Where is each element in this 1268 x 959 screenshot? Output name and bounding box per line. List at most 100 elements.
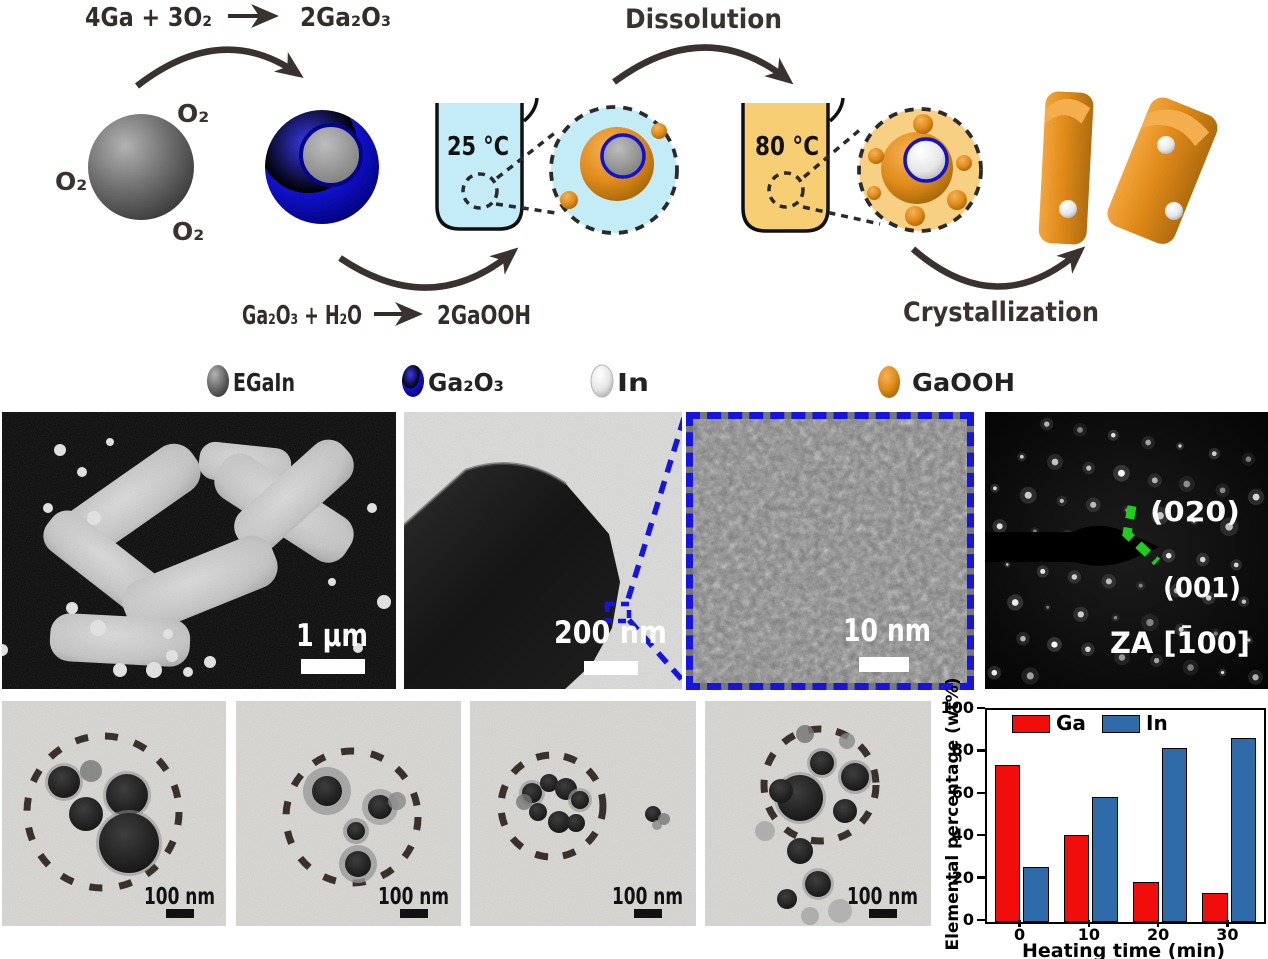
o2-label-bottom: O₂ <box>172 217 204 246</box>
y-tick-label: 60 <box>951 782 974 802</box>
nanoparticles <box>45 760 162 876</box>
reaction-scheme: 4Ga + 3O₂ 2Ga₂O₃ Dissolution Crystalliza… <box>55 3 1218 398</box>
scale-bar <box>869 909 897 918</box>
in-bead <box>1059 200 1077 218</box>
saed-plane-001-label: (001) <box>1163 571 1241 604</box>
equation-hydrolysis-rhs: 2GaOOH <box>437 301 531 331</box>
x-axis-tick <box>1087 920 1091 927</box>
nanoparticles <box>755 725 872 925</box>
y-axis-tick <box>977 791 985 794</box>
tem-scale-bar <box>584 661 638 675</box>
beam-stop <box>985 525 1159 566</box>
scale-bar <box>400 909 428 918</box>
elemental-percentage-chart: Elemental percentage (wt%) Heating time … <box>940 677 1268 959</box>
tem-scale-label: 200 nm <box>554 615 667 651</box>
hrtem-image-panel: 10 nm <box>686 412 974 690</box>
tem-timeseries-panel-3: 100 nm <box>470 701 696 926</box>
legend-label-ga: Ga <box>1056 711 1086 735</box>
legend-ga2o3-label: Ga₂O₃ <box>428 368 504 397</box>
cold-temp-label: 25 °C <box>447 132 509 162</box>
legend-egain-label: EGaIn <box>233 368 295 397</box>
tem-image-panel: 200 nm <box>404 412 682 689</box>
scale-bar <box>634 909 662 918</box>
egain-droplet <box>88 114 194 220</box>
tem-timeseries-panel-4: 100 nm <box>705 701 931 926</box>
tem-timeseries-panel-2: 100 nm <box>236 701 461 926</box>
bar-ga-20 <box>1133 881 1159 922</box>
legend-in-label: In <box>617 368 649 397</box>
crystallization-label: Crystallization <box>903 297 1099 328</box>
legend-swatch-in <box>1102 715 1140 733</box>
in-bead <box>1157 136 1175 154</box>
bar-in-20 <box>1161 748 1188 922</box>
tem-timeseries-panel-1: 100 nm <box>2 701 226 926</box>
hrtem-region-marker <box>604 417 682 684</box>
droplet-outline-circle <box>23 732 183 892</box>
saed-plane-020-label: (020) <box>1150 495 1240 528</box>
y-axis-tick <box>977 918 985 922</box>
bar-in-10 <box>1092 796 1118 922</box>
bar-ga-30 <box>1202 893 1228 922</box>
y-tick-label: 100 <box>940 698 974 717</box>
legend-ga2o3-icon <box>402 365 424 397</box>
x-axis-tick <box>1018 920 1021 927</box>
sem-scale-label: 1 µm <box>296 618 368 654</box>
legend-swatch-ga <box>1012 715 1050 733</box>
equation-oxidation-rhs: 2Ga₂O₃ <box>300 3 391 33</box>
nanoparticles <box>303 767 406 883</box>
beaker-25c: 25 °C <box>435 97 558 231</box>
y-axis-tick <box>977 834 985 837</box>
arrow-crystallization <box>910 246 1086 290</box>
x-tick-label: 20 <box>1146 925 1170 944</box>
droplet-outline-circle <box>282 747 422 887</box>
legend-gaooh-icon <box>878 366 900 398</box>
gaooh-rod-left <box>1038 91 1094 245</box>
ga2o3-shell-core <box>299 123 363 187</box>
tem-rod-tip <box>404 463 620 689</box>
dissolution-label: Dissolution <box>625 4 782 35</box>
equation-oxidation-lhs: 4Ga + 3O₂ <box>85 3 212 33</box>
o2-label-left: O₂ <box>55 167 87 196</box>
droplet-outline-circle <box>760 725 880 845</box>
scale-label: 100 nm <box>144 884 215 910</box>
scale-label: 100 nm <box>378 884 449 910</box>
equation-hydrolysis-lhs: Ga₂O₃ + H₂O <box>242 301 362 331</box>
x-tick-label: 0 <box>1014 925 1026 944</box>
y-tick-label: 80 <box>951 740 974 760</box>
legend-in-icon <box>590 364 614 398</box>
saed-pattern-panel: (020) (001) ZA [1̄00] <box>985 412 1268 689</box>
arrow-hydrolysis <box>338 247 519 291</box>
y-tick-label: 20 <box>951 867 974 887</box>
gaooh-rod-right <box>1107 97 1218 244</box>
hot-temp-label: 80 °C <box>755 132 819 162</box>
bar-ga-10 <box>1063 835 1090 922</box>
diffraction-spots <box>987 417 1265 685</box>
magnified-view-80c <box>857 107 983 233</box>
bar-in-0 <box>1023 866 1049 922</box>
scale-label: 100 nm <box>612 884 683 910</box>
y-axis-tick <box>977 706 985 710</box>
x-axis-tick <box>1226 920 1229 927</box>
bar-in-30 <box>1230 737 1257 922</box>
o2-label-top: O₂ <box>177 99 209 128</box>
arrow-oxidation <box>135 46 304 89</box>
scale-bar <box>166 909 194 918</box>
x-tick-label: 30 <box>1216 925 1239 944</box>
x-axis-tick <box>1156 920 1160 927</box>
bar-ga-0 <box>994 765 1021 922</box>
legend-gaooh-label: GaOOH <box>912 368 1015 397</box>
scale-label: 100 nm <box>847 884 918 910</box>
saed-zone-axis-label: ZA [1̄00] <box>1110 626 1250 660</box>
sem-scale-bar <box>301 659 365 674</box>
y-tick-label: 40 <box>951 825 974 845</box>
reflection-angle-marker <box>1122 505 1161 566</box>
beaker-80c: 80 °C <box>741 97 881 233</box>
hrtem-scale-label: 10 nm <box>843 613 931 649</box>
scheme-legend: EGaIn Ga₂O₃ In GaOOH <box>207 364 1015 398</box>
y-axis-tick <box>977 876 985 879</box>
in-bead <box>1165 202 1183 220</box>
legend-label-in: In <box>1146 711 1168 735</box>
magnified-view-25c <box>549 105 679 235</box>
arrow-dissolution <box>612 44 794 85</box>
